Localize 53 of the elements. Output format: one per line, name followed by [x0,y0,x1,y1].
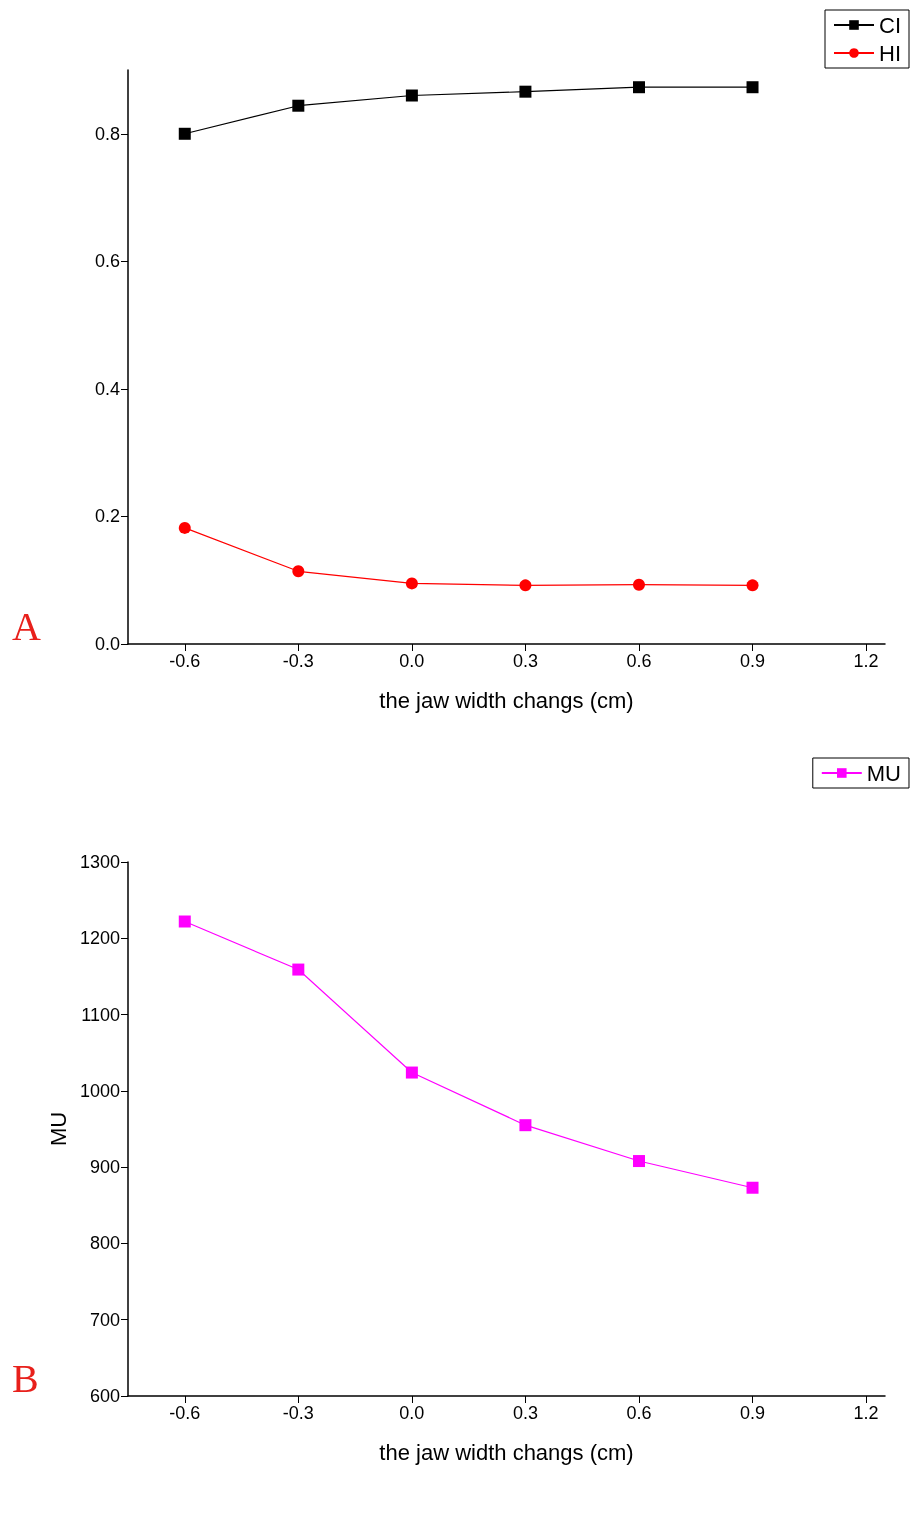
point [405,89,418,102]
point [292,99,305,112]
point [746,1181,759,1194]
x-tick-label: 1.2 [853,1403,879,1423]
x-tick-label: 0.9 [740,651,766,671]
y-tick-label: 0.8 [94,123,120,144]
x-tick-label: 0.6 [626,1403,652,1423]
y-tick-label: 900 [89,1157,120,1178]
x-tick-label: -0.3 [282,1403,314,1423]
y-tick-label: 1000 [79,1080,120,1101]
point [405,577,418,590]
y-tick-label: 0.0 [94,634,120,654]
point [519,1119,532,1132]
legend-label: CI [879,12,901,38]
legend-label: HI [879,40,901,66]
y-tick-label: 0.6 [94,251,120,272]
point [632,81,645,94]
point [178,127,191,140]
legend-label: MU [866,760,901,786]
x-tick-label: 0.3 [512,651,538,671]
y-tick-label: 600 [89,1386,120,1406]
y-tick-label: 1100 [81,1004,120,1025]
y-tick-label: 0.2 [94,506,120,527]
point [746,81,759,94]
point [632,1155,645,1168]
x-axis-title: the jaw width changs (cm) [379,1439,634,1465]
point [292,963,305,976]
point [405,1066,418,1079]
x-tick-label: 0.0 [399,1403,425,1423]
y-tick-label: 700 [89,1309,120,1330]
x-tick-label: 0.9 [740,1403,766,1423]
x-tick-label: 1.2 [853,651,879,671]
y-tick-label: 1300 [79,852,120,872]
x-axis-title: the jaw width changs (cm) [379,687,634,713]
y-tick-label: 800 [89,1233,120,1254]
y-axis-title: MU [45,1111,71,1147]
point [178,915,191,928]
x-tick-label: -0.6 [169,1403,201,1423]
text: B [12,1355,39,1401]
x-tick-label: 0.3 [512,1403,538,1423]
point [178,521,191,534]
y-tick-label: 1200 [79,928,120,949]
x-tick-label: 0.6 [626,651,652,671]
y-tick-label: 0.4 [94,378,120,399]
x-tick-label: -0.3 [282,651,314,671]
point [519,85,532,98]
x-tick-label: 0.0 [399,651,425,671]
x-tick-label: -0.6 [169,651,201,671]
point [292,565,305,578]
point [632,578,645,591]
point [746,579,759,592]
text: A [12,603,41,649]
point [519,579,532,592]
